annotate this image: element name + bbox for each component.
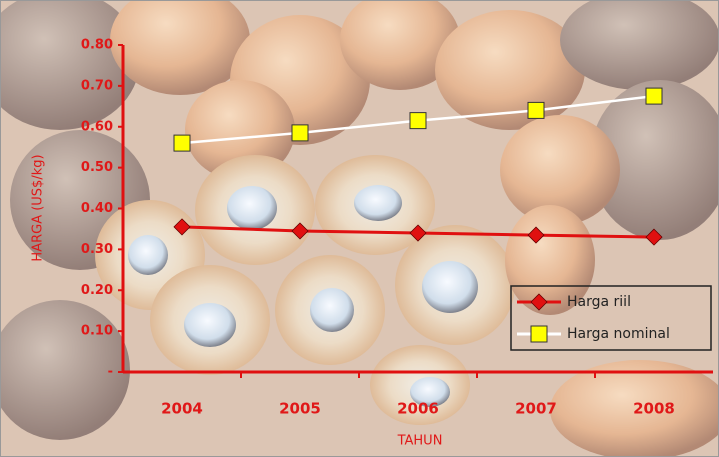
y-axis-label: HARGA (US$/kg) [31,154,46,261]
data-point [645,87,663,105]
data-point [527,226,545,244]
y-tick-label: 0.80 [81,38,113,53]
x-tick-label: 2006 [397,400,439,418]
y-tick-label: 0.30 [81,242,113,257]
x-tick-label: 2008 [633,400,675,418]
legend-box [510,285,712,351]
x-tick-label: 2004 [161,400,203,418]
data-point [645,228,663,246]
y-tick-label: 0.50 [81,160,113,175]
y-tick-label: - [108,365,113,380]
y-tick-label: 0.60 [81,119,113,134]
y-tick-label: 0.10 [81,324,113,339]
legend-marker [530,293,548,311]
x-axis-label: TAHUN [397,434,443,449]
data-point [291,124,309,142]
x-tick-label: 2007 [515,400,557,418]
data-point [291,222,309,240]
y-tick-label: 0.70 [81,78,113,93]
data-point [527,101,545,119]
data-point [173,218,191,236]
data-point [409,112,427,130]
y-tick-label: 0.20 [81,283,113,298]
legend-label: Harga nominal [567,326,670,342]
data-point [409,224,427,242]
data-point [173,134,191,152]
legend-label: Harga riil [567,294,631,310]
x-tick-label: 2005 [279,400,321,418]
y-tick-label: 0.40 [81,201,113,216]
legend-marker [530,325,548,343]
